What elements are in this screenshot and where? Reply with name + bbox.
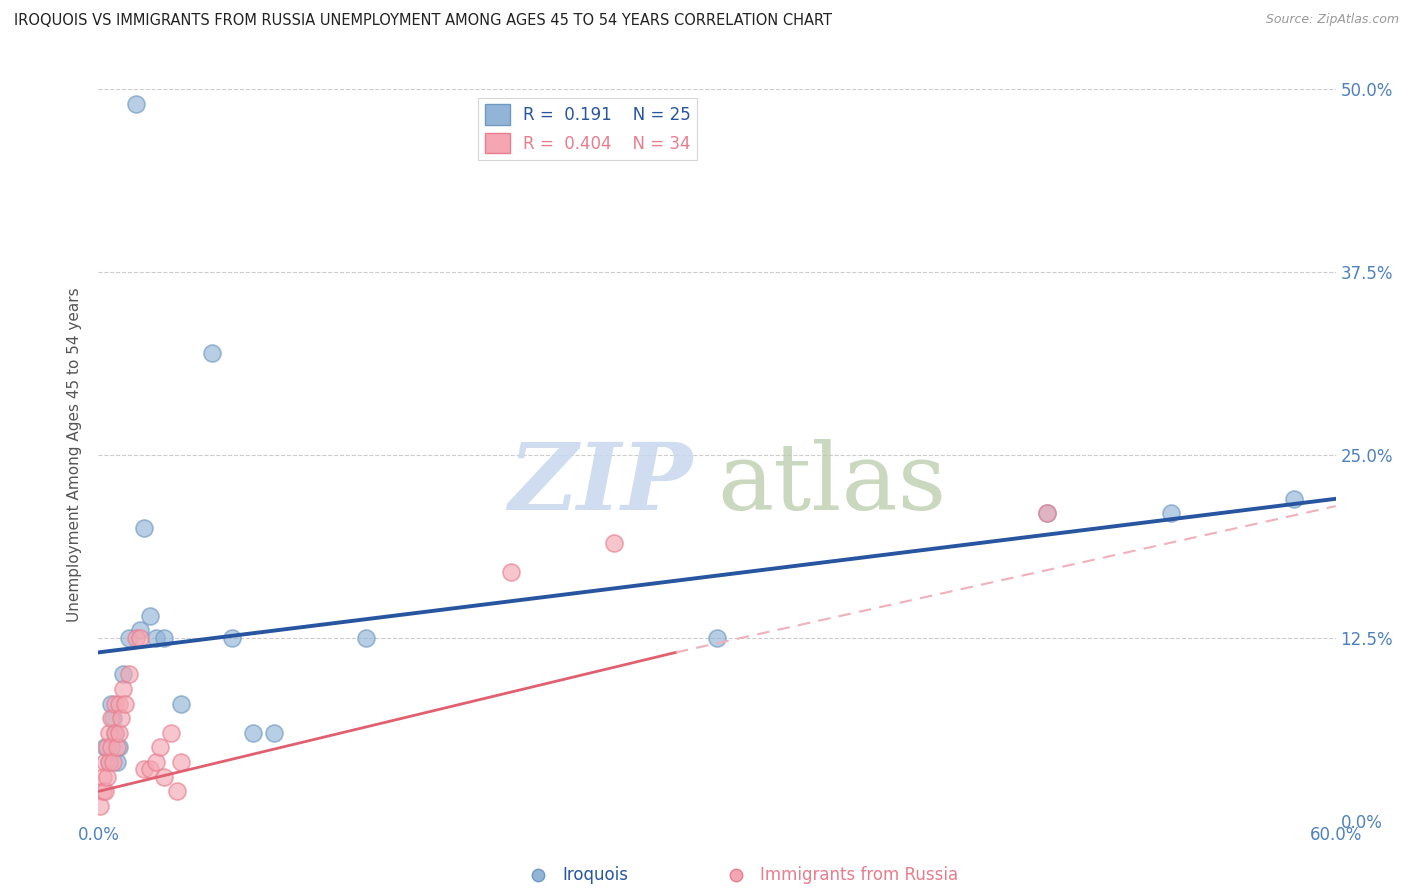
Point bbox=[221, 631, 243, 645]
Point bbox=[139, 608, 162, 623]
Point bbox=[108, 740, 131, 755]
Point bbox=[1036, 507, 1059, 521]
Point bbox=[101, 755, 124, 769]
Point bbox=[128, 624, 150, 638]
Point bbox=[96, 740, 118, 755]
Point bbox=[100, 740, 122, 755]
Point bbox=[93, 755, 115, 769]
Point bbox=[124, 96, 146, 111]
Point bbox=[145, 755, 167, 769]
Y-axis label: Unemployment Among Ages 45 to 54 years: Unemployment Among Ages 45 to 54 years bbox=[67, 287, 83, 623]
Legend: R =  0.191    N = 25, R =  0.404    N = 34: R = 0.191 N = 25, R = 0.404 N = 34 bbox=[478, 97, 697, 160]
Point bbox=[104, 726, 127, 740]
Point bbox=[97, 755, 120, 769]
Point bbox=[166, 784, 188, 798]
Point bbox=[201, 345, 224, 359]
Point bbox=[104, 697, 127, 711]
Point bbox=[1160, 507, 1182, 521]
Point bbox=[110, 711, 132, 725]
Point bbox=[149, 740, 172, 755]
Point bbox=[112, 681, 135, 696]
Text: Source: ZipAtlas.com: Source: ZipAtlas.com bbox=[1265, 13, 1399, 27]
Text: Iroquois: Iroquois bbox=[562, 866, 628, 885]
Point bbox=[104, 726, 127, 740]
Point bbox=[356, 631, 378, 645]
Point bbox=[153, 770, 176, 784]
Point bbox=[603, 535, 626, 549]
Point bbox=[100, 711, 122, 725]
Point bbox=[132, 521, 155, 535]
Point bbox=[97, 726, 120, 740]
Point bbox=[112, 667, 135, 681]
Point bbox=[128, 631, 150, 645]
Point bbox=[108, 697, 131, 711]
Text: IROQUOIS VS IMMIGRANTS FROM RUSSIA UNEMPLOYMENT AMONG AGES 45 TO 54 YEARS CORREL: IROQUOIS VS IMMIGRANTS FROM RUSSIA UNEMP… bbox=[14, 13, 832, 29]
Point bbox=[105, 755, 128, 769]
Point bbox=[706, 631, 728, 645]
Point bbox=[91, 784, 114, 798]
Point bbox=[1284, 491, 1306, 506]
Point bbox=[124, 631, 146, 645]
Point bbox=[114, 697, 136, 711]
Point bbox=[132, 763, 155, 777]
Point bbox=[499, 565, 522, 579]
Point bbox=[145, 631, 167, 645]
Point bbox=[242, 726, 264, 740]
Point bbox=[170, 697, 193, 711]
Point bbox=[118, 631, 141, 645]
Point bbox=[91, 770, 114, 784]
Point bbox=[118, 667, 141, 681]
Point bbox=[93, 740, 115, 755]
Point bbox=[170, 755, 193, 769]
Point bbox=[1036, 507, 1059, 521]
Point bbox=[89, 799, 111, 814]
Point bbox=[105, 740, 128, 755]
Point bbox=[93, 784, 115, 798]
Point bbox=[100, 697, 122, 711]
Text: atlas: atlas bbox=[717, 439, 946, 529]
Point bbox=[96, 770, 118, 784]
Point bbox=[97, 755, 120, 769]
Point bbox=[101, 711, 124, 725]
Text: Immigrants from Russia: Immigrants from Russia bbox=[761, 866, 959, 885]
Point bbox=[159, 726, 181, 740]
Point bbox=[153, 631, 176, 645]
Point bbox=[263, 726, 285, 740]
Point bbox=[108, 726, 131, 740]
Point bbox=[139, 763, 162, 777]
Text: ZIP: ZIP bbox=[508, 439, 692, 529]
